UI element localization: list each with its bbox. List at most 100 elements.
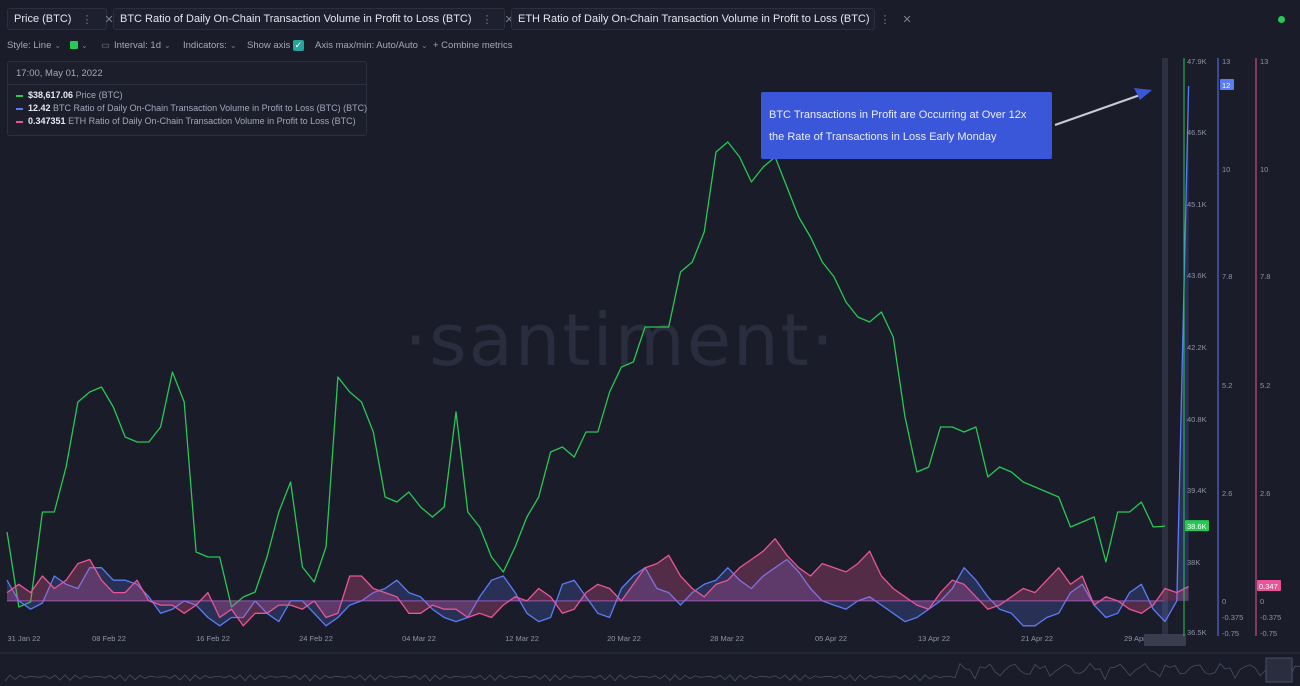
legend-name: BTC Ratio of Daily On-Chain Transaction … (53, 103, 368, 113)
btc-ratio-current-badge-bg (1220, 79, 1234, 90)
navigator-window (1265, 657, 1293, 683)
series-line-btc-ratio (6, 85, 1190, 627)
annotation-arrow (1054, 94, 1141, 126)
btc-ratio-axis-tick: 10 (1222, 165, 1230, 174)
show-axis-toggle[interactable]: Show axis ✓ (247, 40, 304, 51)
legend-row-btc-ratio: 12.42 BTC Ratio of Daily On-Chain Transa… (16, 103, 367, 113)
legend-name: Price (BTC) (75, 90, 123, 100)
tab-label: Price (BTC) (14, 13, 72, 25)
series-area-eth-ratio (7, 538, 1189, 626)
tab-price-btc[interactable]: Price (BTC) ⋮ ✕ (7, 8, 114, 30)
close-icon[interactable]: ✕ (104, 13, 114, 26)
eth-ratio-current-badge-bg (1257, 580, 1281, 591)
eth-ratio-axis-tick: 5.2 (1260, 381, 1270, 390)
color-swatch (70, 41, 78, 50)
chevron-down-icon: ⌄ (229, 41, 237, 50)
eth-ratio-axis-tick: -0.75 (1260, 629, 1277, 638)
eth-ratio-axis-tick: 10 (1260, 165, 1268, 174)
legend-date: 17:00, May 01, 2022 (16, 68, 103, 79)
price-axis-tick: 46.5K (1187, 128, 1207, 137)
checkbox-checked-icon[interactable]: ✓ (292, 40, 304, 51)
more-options-icon[interactable]: ⋮ (879, 13, 891, 26)
more-options-icon[interactable]: ⋮ (81, 13, 93, 26)
btc-ratio-axis-tick: 13 (1222, 57, 1230, 66)
x-tick-label: 24 Feb 22 (299, 634, 333, 643)
price-axis-tick: 42.2K (1187, 343, 1207, 352)
tab-btc-ratio[interactable]: BTC Ratio of Daily On-Chain Transaction … (113, 8, 514, 30)
close-icon[interactable]: ✕ (504, 13, 514, 26)
chevron-down-icon: ⌄ (81, 41, 88, 50)
x-tick-label: 31 Jan 22 (8, 634, 41, 643)
price-axis-tick: 47.9K (1187, 57, 1207, 66)
x-tick-label: 04 Mar 22 (402, 634, 436, 643)
btc-ratio-current-badge: 12 (1222, 81, 1230, 90)
santiment-watermark: ·santiment· (404, 298, 836, 382)
style-label: Style: Line (7, 40, 52, 51)
show-axis-label: Show axis (247, 40, 291, 52)
x-tick-label: 05 Apr 22 (815, 634, 847, 643)
legend-swatch (16, 120, 23, 123)
legend-swatch (16, 94, 23, 97)
indicators-label: Indicators: (183, 40, 227, 51)
eth-ratio-axis-tick: 0 (1260, 597, 1264, 606)
price-axis-tick: 39.4K (1187, 486, 1207, 495)
tab-label: BTC Ratio of Daily On-Chain Transaction … (120, 13, 472, 25)
chart-axes: 31 Jan 22 08 Feb 22 16 Feb 22 24 Feb 22 04 M… (0, 57, 1300, 683)
price-axis-tick: 40.8K (1187, 415, 1207, 424)
legend-name: ETH Ratio of Daily On-Chain Transaction … (68, 116, 356, 126)
price-axis-tick: 43.6K (1187, 271, 1207, 280)
chevron-down-icon: ⌄ (163, 41, 171, 50)
axis-minmax-dropdown[interactable]: Axis max/min: Auto/Auto ⌄ (315, 40, 428, 51)
tab-label: ETH Ratio of Daily On-Chain Transaction … (518, 13, 870, 25)
chart-toolbar: Style: Line ⌄ ⌄ ▭ Interval: 1d ⌄ Indicators… (0, 37, 1300, 55)
hover-crosshair (1162, 58, 1168, 636)
btc-ratio-axis-tick: 7.8 (1222, 272, 1232, 281)
btc-ratio-axis-tick: 5.2 (1222, 381, 1232, 390)
indicators-dropdown[interactable]: Indicators: ⌄ (183, 40, 237, 51)
live-status-dot (1278, 16, 1285, 23)
chart-series (6, 85, 1190, 627)
legend-row-price: $38,617.06 Price (BTC) (16, 90, 123, 100)
price-axis-tick: 45.1K (1187, 200, 1207, 209)
divider (8, 84, 366, 85)
interval-dropdown[interactable]: ▭ Interval: 1d ⌄ (101, 40, 171, 51)
x-tick-label: 13 Apr 22 (918, 634, 950, 643)
legend-value: 12.42 (28, 103, 51, 113)
price-axis-tick: 36.5K (1187, 628, 1207, 637)
x-tick-label: 20 Mar 22 (607, 634, 641, 643)
chevron-down-icon: ⌄ (54, 41, 62, 50)
combine-metrics-label: + Combine metrics (433, 40, 513, 51)
annotation-box[interactable]: BTC Transactions in Profit are Occurring… (761, 92, 1052, 159)
legend-value: 0.347351 (28, 116, 66, 126)
close-icon[interactable]: ✕ (902, 13, 912, 26)
eth-ratio-current-badge: 0.347 (1259, 582, 1278, 591)
btc-ratio-axis-tick: -0.375 (1222, 613, 1243, 622)
x-tick-label: 12 Mar 22 (505, 634, 539, 643)
metric-tab-bar: Price (BTC) ⋮ ✕ BTC Ratio of Daily On-Ch… (0, 0, 1300, 36)
eth-ratio-axis-tick: 13 (1260, 57, 1268, 66)
hover-legend-panel: 17:00, May 01, 2022 $38,617.06 Price (BT… (7, 61, 367, 136)
btc-ratio-axis-tick: 2.6 (1222, 489, 1232, 498)
style-dropdown[interactable]: Style: Line ⌄ (7, 40, 61, 51)
navigator-sparkline (4, 662, 1300, 682)
legend-swatch (16, 107, 23, 110)
current-date-box (1144, 634, 1186, 646)
legend-value: $38,617.06 (28, 90, 74, 100)
chevron-down-icon: ⌄ (420, 41, 428, 50)
price-current-badge-bg (1185, 520, 1209, 532)
eth-ratio-axis-tick: -0.375 (1260, 613, 1281, 622)
price-axis-tick: 38K (1187, 558, 1200, 567)
series-line-price (6, 141, 1166, 608)
color-picker[interactable]: ⌄ (70, 40, 88, 51)
combine-metrics-button[interactable]: + Combine metrics (433, 40, 512, 51)
tab-eth-ratio[interactable]: ETH Ratio of Daily On-Chain Transaction … (511, 8, 912, 30)
x-tick-label: 28 Mar 22 (710, 634, 744, 643)
x-tick-label: 16 Feb 22 (196, 634, 230, 643)
interval-label: Interval: 1d (113, 40, 161, 51)
x-tick-label: 08 Feb 22 (92, 634, 126, 643)
axis-minmax-label: Axis max/min: Auto/Auto (315, 40, 418, 51)
btc-ratio-axis-tick: -0.75 (1222, 629, 1239, 638)
x-tick-label: 29 Apr 22 (1124, 634, 1156, 643)
more-options-icon[interactable]: ⋮ (481, 13, 493, 26)
